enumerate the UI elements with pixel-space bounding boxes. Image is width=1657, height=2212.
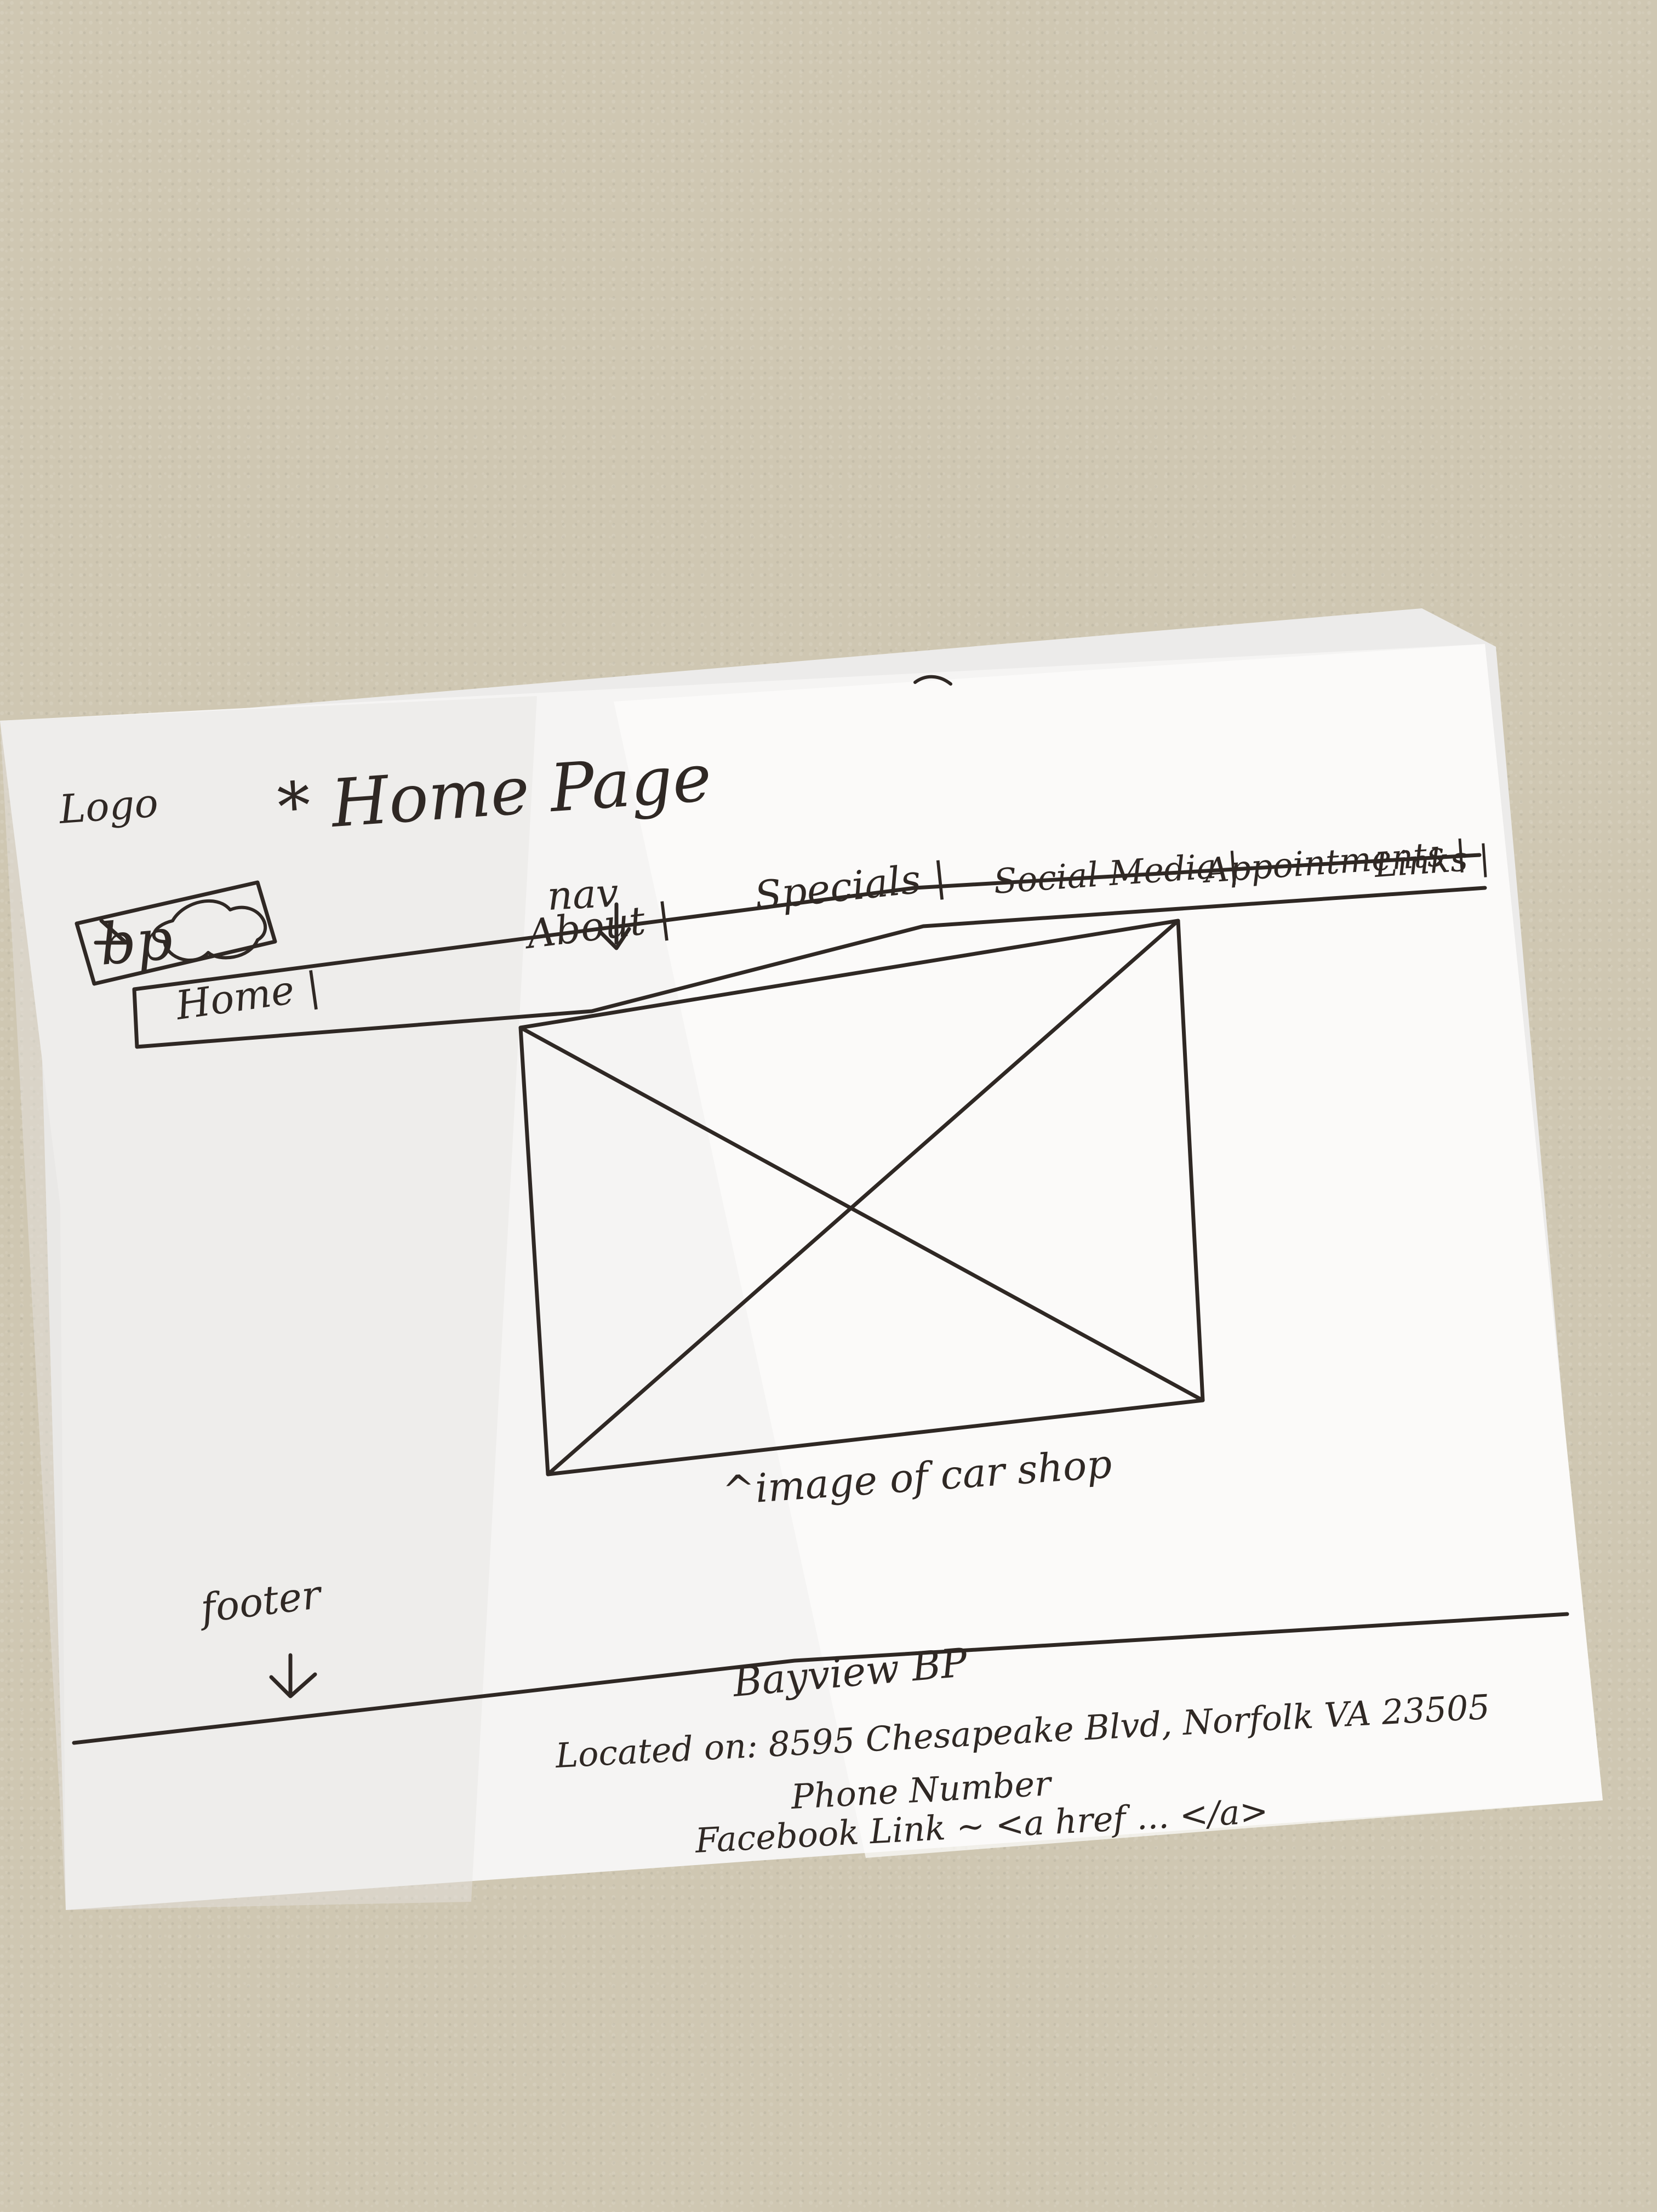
nav-top-line <box>132 853 1482 991</box>
nav-item-links[interactable]: Links | <box>1373 837 1491 885</box>
image-cross-line-b <box>546 919 1180 1476</box>
paper-highlight <box>614 644 1603 1858</box>
footer-arrow <box>269 1653 317 1698</box>
nav-left-edge <box>132 987 139 1049</box>
nav-arrow <box>598 902 631 950</box>
image-placeholder <box>518 919 1205 1476</box>
nav-annotation: nav <box>546 869 619 919</box>
nav-bottom-line <box>135 886 1487 1049</box>
nav-bar: Home | About | Specials | Social Media |… <box>172 833 1492 1029</box>
logo-cloud-icon <box>152 899 267 962</box>
logo-annotation: Logo <box>56 780 159 833</box>
paper-shadow <box>0 696 537 1910</box>
paper-edge-mark <box>913 675 952 686</box>
logo-arrow <box>94 919 128 945</box>
logo-box <box>75 880 277 986</box>
footer-line <box>72 1612 1569 1745</box>
image-cross-line-a <box>518 1025 1205 1403</box>
